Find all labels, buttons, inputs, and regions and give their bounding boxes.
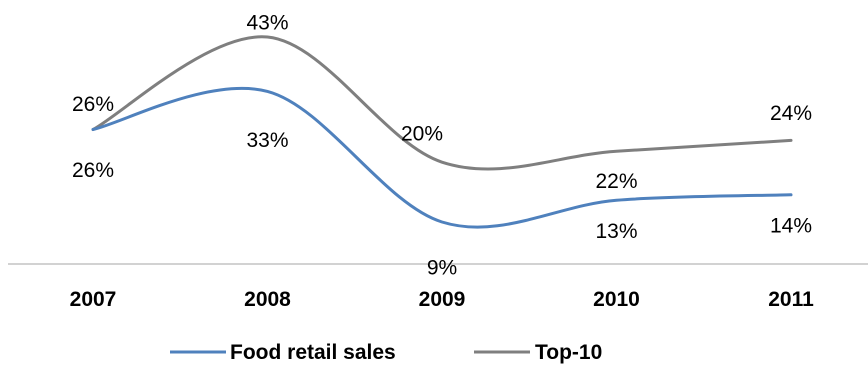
series-line-top-10 <box>91 35 793 171</box>
data-label-food-2009: 9% <box>427 257 457 280</box>
data-label-food-2010: 13% <box>595 220 637 243</box>
data-label-top10-2010: 22% <box>595 170 637 193</box>
x-tick-label: 2011 <box>768 288 814 311</box>
data-label-top10-2007: 26% <box>72 93 114 116</box>
x-tick-label: 2009 <box>419 288 466 311</box>
data-label-food-2008: 33% <box>246 129 288 152</box>
legend-label-food-retail-sales: Food retail sales <box>230 341 396 364</box>
legend: Food retail sales Top-10 <box>170 341 602 364</box>
data-label-food-2007: 26% <box>72 159 114 182</box>
x-tick-label: 2010 <box>593 288 640 311</box>
legend-label-top-10: Top-10 <box>535 341 602 364</box>
data-label-layer: 26% 33% 9% 13% 14% 26% 43% 20% 22% 24% <box>72 12 812 280</box>
x-tick-label: 2007 <box>70 288 117 311</box>
data-label-top10-2008: 43% <box>246 12 288 35</box>
data-label-food-2011: 14% <box>770 214 812 237</box>
series-line-food-retail-sales <box>91 86 793 229</box>
x-tick-label: 2008 <box>244 288 291 311</box>
data-label-top10-2009: 20% <box>401 123 443 146</box>
data-label-top10-2011: 24% <box>770 102 812 125</box>
series-layer <box>91 35 793 229</box>
x-tick-layer: 2007 2008 2009 2010 2011 <box>70 288 814 311</box>
